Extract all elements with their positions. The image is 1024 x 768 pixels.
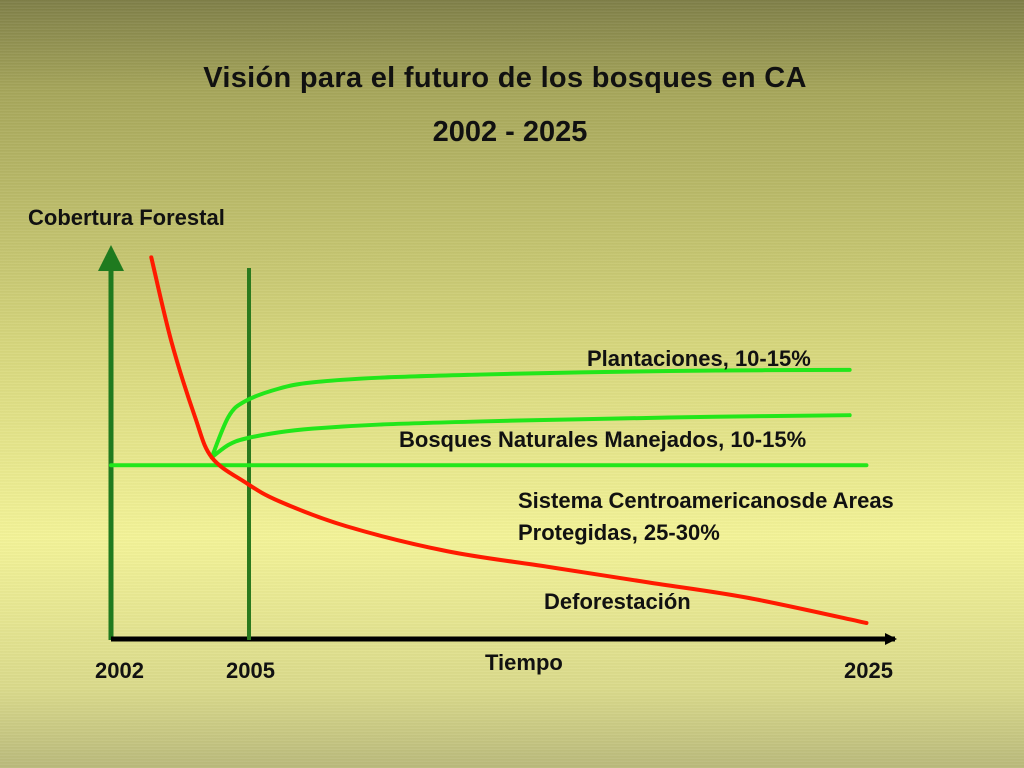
x-tick-2005: 2005 <box>226 658 275 683</box>
chart-subtitle: 2002 - 2025 <box>432 116 588 148</box>
x-axis-label: Tiempo <box>485 650 563 675</box>
series-label-deforestacion: Deforestación <box>544 589 691 614</box>
series-deforestacion-line <box>149 255 869 625</box>
series-bosques-naturales-line <box>209 413 852 460</box>
series-label-areas-protegidas: Sistema Centroamericanosde Areas Protegi… <box>518 488 894 545</box>
chart-title: Visión para el futuro de los bosques en … <box>203 62 807 94</box>
y-axis-label: Cobertura Forestal <box>28 205 225 230</box>
series-label-bosques-naturales: Bosques Naturales Manejados, 10-15% <box>399 427 807 452</box>
series-plantaciones-line <box>209 367 852 460</box>
x-tick-2002: 2002 <box>95 658 144 683</box>
series-label-plantaciones: Plantaciones, 10-15% <box>587 346 811 371</box>
x-tick-2025: 2025 <box>844 658 893 683</box>
